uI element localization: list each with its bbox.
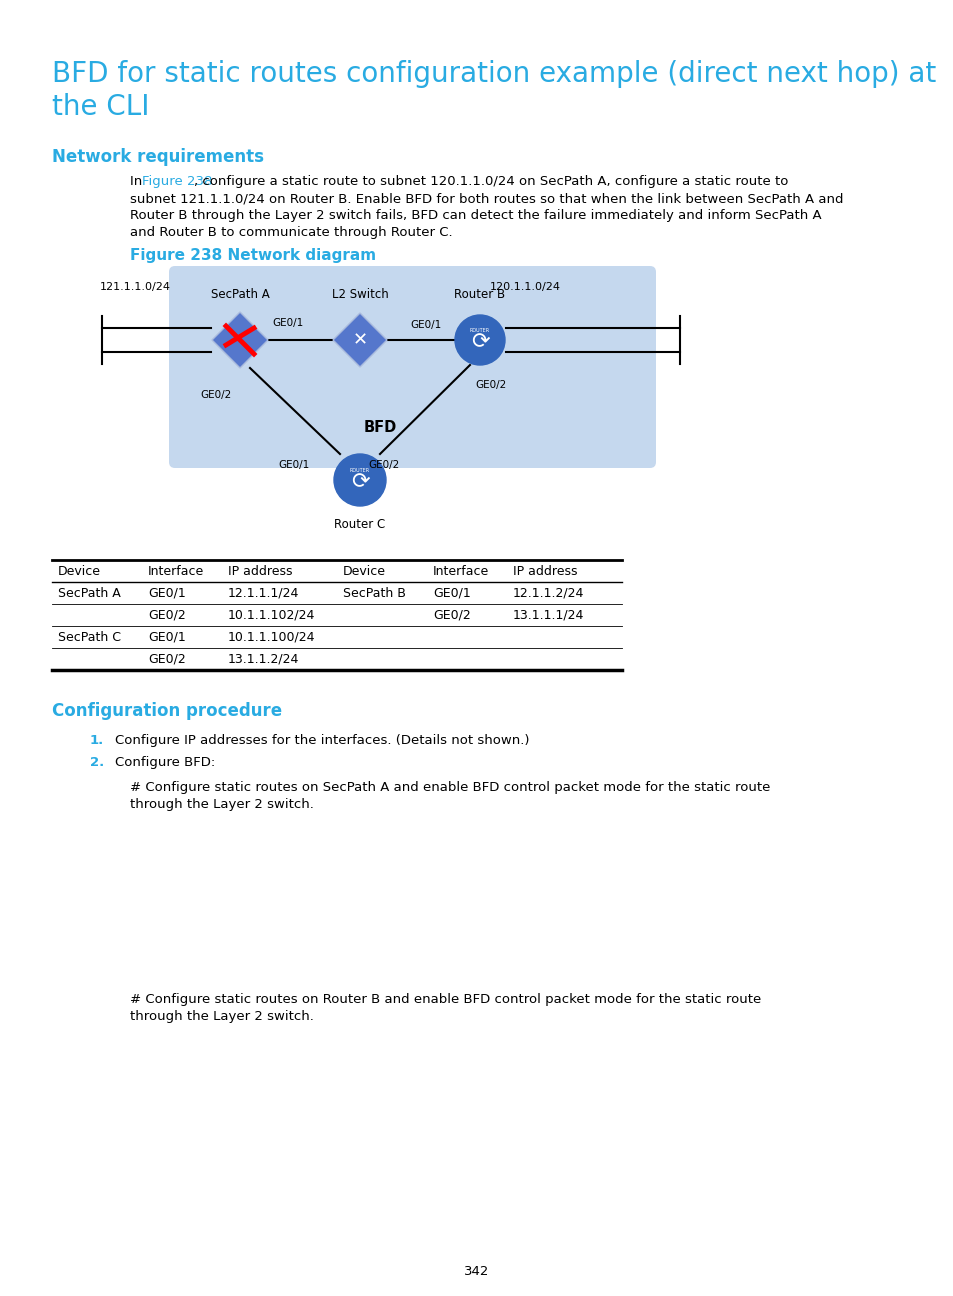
Text: Figure 238 Network diagram: Figure 238 Network diagram — [130, 248, 375, 263]
Text: Configure BFD:: Configure BFD: — [115, 756, 215, 769]
Text: 10.1.1.102/24: 10.1.1.102/24 — [228, 609, 315, 622]
Text: ⟳: ⟳ — [470, 332, 489, 353]
Text: 120.1.1.0/24: 120.1.1.0/24 — [490, 283, 560, 292]
Text: 13.1.1.1/24: 13.1.1.1/24 — [513, 609, 584, 622]
Circle shape — [455, 315, 504, 365]
Text: Router B: Router B — [454, 288, 505, 301]
Text: 2.: 2. — [90, 756, 104, 769]
Text: ROUTER: ROUTER — [350, 468, 370, 473]
Text: Router C: Router C — [334, 518, 385, 531]
Text: 12.1.1.2/24: 12.1.1.2/24 — [513, 587, 584, 600]
Text: GE0/2: GE0/2 — [475, 380, 506, 390]
Text: 121.1.1.0/24: 121.1.1.0/24 — [100, 283, 171, 292]
Text: BFD for static routes configuration example (direct next hop) at: BFD for static routes configuration exam… — [52, 60, 935, 88]
Text: Configuration procedure: Configuration procedure — [52, 702, 282, 721]
Text: SecPath B: SecPath B — [343, 587, 405, 600]
Text: , configure a static route to subnet 120.1.1.0/24 on SecPath A, configure a stat: , configure a static route to subnet 120… — [193, 175, 787, 188]
Text: GE0/2: GE0/2 — [433, 609, 470, 622]
Polygon shape — [333, 314, 387, 367]
Text: GE0/2: GE0/2 — [368, 460, 399, 470]
Text: 13.1.1.2/24: 13.1.1.2/24 — [228, 653, 299, 666]
Text: In: In — [130, 175, 147, 188]
Text: GE0/1: GE0/1 — [148, 631, 186, 644]
Text: 10.1.1.100/24: 10.1.1.100/24 — [228, 631, 315, 644]
Text: Interface: Interface — [433, 565, 489, 578]
Text: # Configure static routes on Router B and enable BFD control packet mode for the: # Configure static routes on Router B an… — [130, 993, 760, 1006]
Text: subnet 121.1.1.0/24 on Router B. Enable BFD for both routes so that when the lin: subnet 121.1.1.0/24 on Router B. Enable … — [130, 192, 842, 205]
Text: BFD: BFD — [363, 420, 396, 435]
Text: GE0/1: GE0/1 — [278, 460, 310, 470]
Text: GE0/1: GE0/1 — [272, 318, 303, 328]
Circle shape — [334, 454, 386, 505]
Text: IP address: IP address — [513, 565, 577, 578]
Text: L2 Switch: L2 Switch — [332, 288, 388, 301]
FancyBboxPatch shape — [169, 266, 656, 468]
Text: IP address: IP address — [228, 565, 293, 578]
Text: Device: Device — [343, 565, 386, 578]
Text: Device: Device — [58, 565, 101, 578]
Text: GE0/1: GE0/1 — [433, 587, 470, 600]
Text: and Router B to communicate through Router C.: and Router B to communicate through Rout… — [130, 226, 452, 238]
Text: Network requirements: Network requirements — [52, 148, 264, 166]
Text: through the Layer 2 switch.: through the Layer 2 switch. — [130, 798, 314, 811]
Text: 1.: 1. — [90, 734, 104, 746]
Text: GE0/2: GE0/2 — [148, 609, 186, 622]
Text: Interface: Interface — [148, 565, 204, 578]
Text: the CLI: the CLI — [52, 93, 150, 121]
Text: ⟳: ⟳ — [351, 472, 369, 492]
Text: 12.1.1.1/24: 12.1.1.1/24 — [228, 587, 299, 600]
Text: SecPath A: SecPath A — [211, 288, 269, 301]
Text: ROUTER: ROUTER — [470, 328, 490, 333]
Text: GE0/2: GE0/2 — [200, 390, 231, 400]
Polygon shape — [212, 312, 268, 368]
Text: SecPath C: SecPath C — [58, 631, 121, 644]
Text: SecPath A: SecPath A — [58, 587, 121, 600]
Text: GE0/2: GE0/2 — [148, 653, 186, 666]
Text: GE0/1: GE0/1 — [410, 320, 441, 330]
Text: through the Layer 2 switch.: through the Layer 2 switch. — [130, 1010, 314, 1023]
Text: ✕: ✕ — [352, 330, 367, 349]
Text: Router B through the Layer 2 switch fails, BFD can detect the failure immediatel: Router B through the Layer 2 switch fail… — [130, 209, 821, 222]
Text: Figure 238: Figure 238 — [142, 175, 213, 188]
Text: GE0/1: GE0/1 — [148, 587, 186, 600]
Text: # Configure static routes on SecPath A and enable BFD control packet mode for th: # Configure static routes on SecPath A a… — [130, 781, 770, 794]
Text: 342: 342 — [464, 1265, 489, 1278]
Text: Configure IP addresses for the interfaces. (Details not shown.): Configure IP addresses for the interface… — [115, 734, 529, 746]
